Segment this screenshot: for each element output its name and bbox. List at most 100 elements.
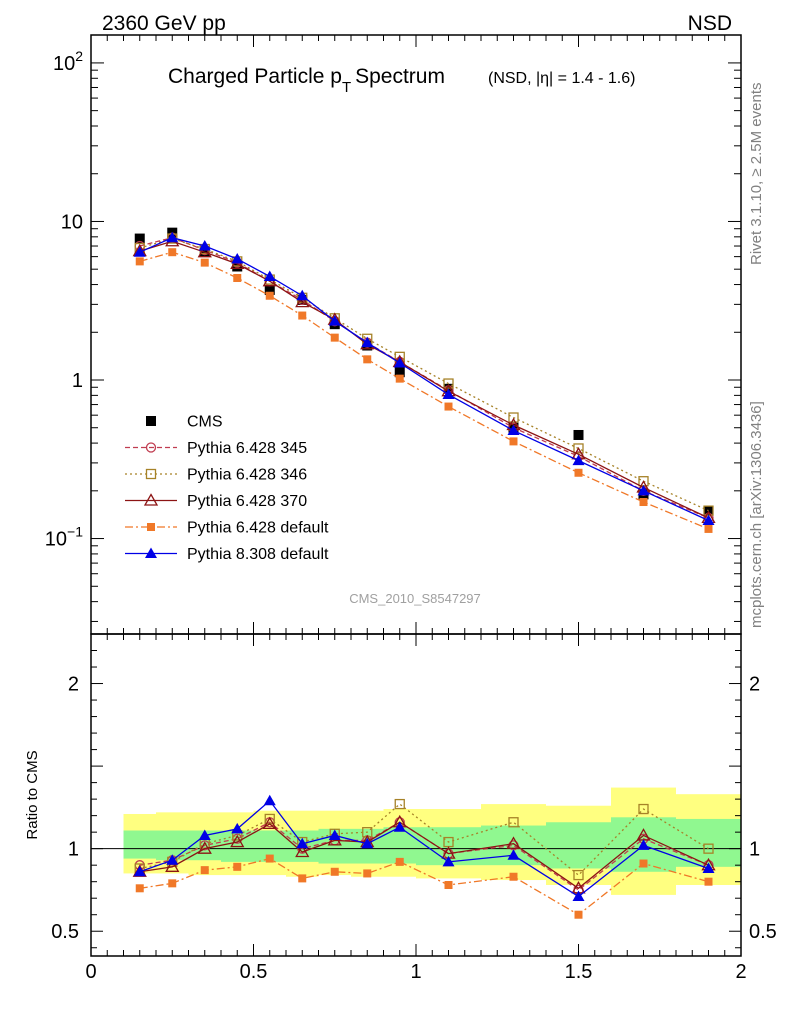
legend-label: CMS [187, 414, 223, 431]
main-series [133, 231, 715, 525]
data-point [572, 454, 585, 466]
ratio-point [506, 836, 521, 849]
ratio-ylabel: Ratio to CMS [24, 750, 41, 839]
x-tick-label: 1.5 [565, 961, 593, 983]
header-left: 2360 GeV pp [102, 12, 226, 35]
rivet-side-label: Rivet 3.1.10, ≥ 2.5M events [748, 83, 765, 266]
ratio-point [638, 803, 649, 815]
legend-label: Pythia 6.428 default [187, 520, 329, 537]
x-tick-label: 0.5 [240, 961, 268, 983]
data-point [198, 240, 211, 251]
ratio-y-tick-label-right: 0.5 [749, 921, 777, 943]
x-tick-label: 1 [410, 961, 421, 983]
tick-base: 10 [61, 211, 83, 233]
ratio-point [295, 844, 310, 858]
legend-item: Pythia 6.428 345 [125, 440, 307, 457]
data-point [330, 333, 339, 342]
main-subtitle: (NSD, |η| = 1.4 - 1.6) [488, 70, 635, 87]
legend-label: Pythia 6.428 370 [187, 493, 307, 510]
ratio-point [296, 837, 309, 849]
data-point [135, 257, 144, 266]
ratio-point [200, 866, 209, 875]
legend-label: Pythia 6.428 346 [187, 467, 307, 484]
data-point [264, 284, 275, 295]
data-point [168, 248, 177, 257]
ratio-series [135, 854, 713, 919]
data-point [573, 429, 584, 440]
ratio-y-tick-label: 1 [68, 839, 79, 861]
data-point [573, 443, 584, 454]
ratio-series-line [139, 821, 709, 891]
mcplots-side-label: mcplots.cern.ch [arXiv:1306.3436] [748, 401, 765, 628]
ratio-point [330, 867, 339, 876]
legend: CMS Pythia 6.428 345 Pythia 6.428 346 Pythi… [125, 414, 329, 563]
ratio-series-line [139, 803, 709, 876]
y-tick-label: 1 [72, 370, 83, 392]
ratio-point [298, 874, 307, 883]
ratio-point [133, 865, 146, 877]
data-point [197, 244, 212, 258]
data-point [231, 252, 244, 264]
title-tail: Spectrum [355, 65, 445, 88]
tick-base: 1 [72, 370, 83, 392]
data-point [704, 524, 713, 533]
data-point [394, 367, 405, 378]
data-point [296, 289, 309, 301]
data-point [443, 378, 454, 389]
ratio-point [637, 839, 650, 850]
ratio-point [265, 854, 274, 863]
ratio-point [509, 872, 518, 881]
main-frame [90, 34, 742, 635]
legend-item: Pythia 6.428 default [125, 520, 329, 537]
main-series-layer [132, 227, 716, 533]
data-point [233, 273, 242, 282]
data-point [328, 315, 341, 326]
x-tick-label: 2 [735, 961, 746, 983]
ratio-point [704, 877, 713, 886]
legend-item: Pythia 8.308 default [125, 546, 329, 563]
tick-base: 10 [53, 53, 75, 75]
ratio-point [233, 862, 242, 871]
ratio-point [572, 890, 585, 902]
main-series-line [139, 237, 709, 522]
legend-marker [145, 468, 157, 480]
legend-marker [145, 442, 157, 453]
ratio-point [361, 837, 374, 849]
data-point [639, 498, 648, 507]
ratio-point [639, 859, 648, 868]
legend-label: Pythia 6.428 345 [187, 440, 307, 457]
ratio-point [198, 829, 211, 840]
legend-marker [146, 416, 156, 426]
ratio-series [133, 794, 715, 902]
ratio-point [263, 794, 276, 806]
tick-exponent: 2 [75, 48, 83, 64]
ratio-point [395, 857, 404, 866]
data-point [200, 258, 209, 267]
data-point [265, 291, 274, 300]
green-band [123, 830, 156, 859]
data-point [395, 374, 404, 383]
data-point [363, 355, 372, 364]
title-subscript: T [342, 79, 351, 96]
ratio-series [134, 798, 714, 881]
ratio-point [573, 869, 584, 881]
data-point [199, 246, 210, 257]
x-tick-label: 0 [85, 961, 96, 983]
ratio-point [197, 841, 212, 854]
data-point [702, 514, 715, 525]
data-point [507, 424, 520, 436]
legend-item: Pythia 6.428 346 [125, 467, 307, 484]
legend-label: Pythia 8.308 default [187, 546, 329, 563]
ratio-point [231, 822, 244, 834]
analysis-watermark: CMS_2010_S8547297 [349, 591, 481, 606]
data-point [263, 270, 276, 281]
ratio-point [363, 869, 372, 878]
ratio-y-tick-label: 0.5 [51, 921, 79, 943]
main-series [135, 248, 713, 533]
legend-item: CMS [146, 414, 223, 431]
data-point [393, 357, 406, 368]
legend-marker [145, 547, 157, 558]
legend-item: Pythia 6.428 370 [125, 493, 307, 510]
data-point [295, 294, 310, 308]
